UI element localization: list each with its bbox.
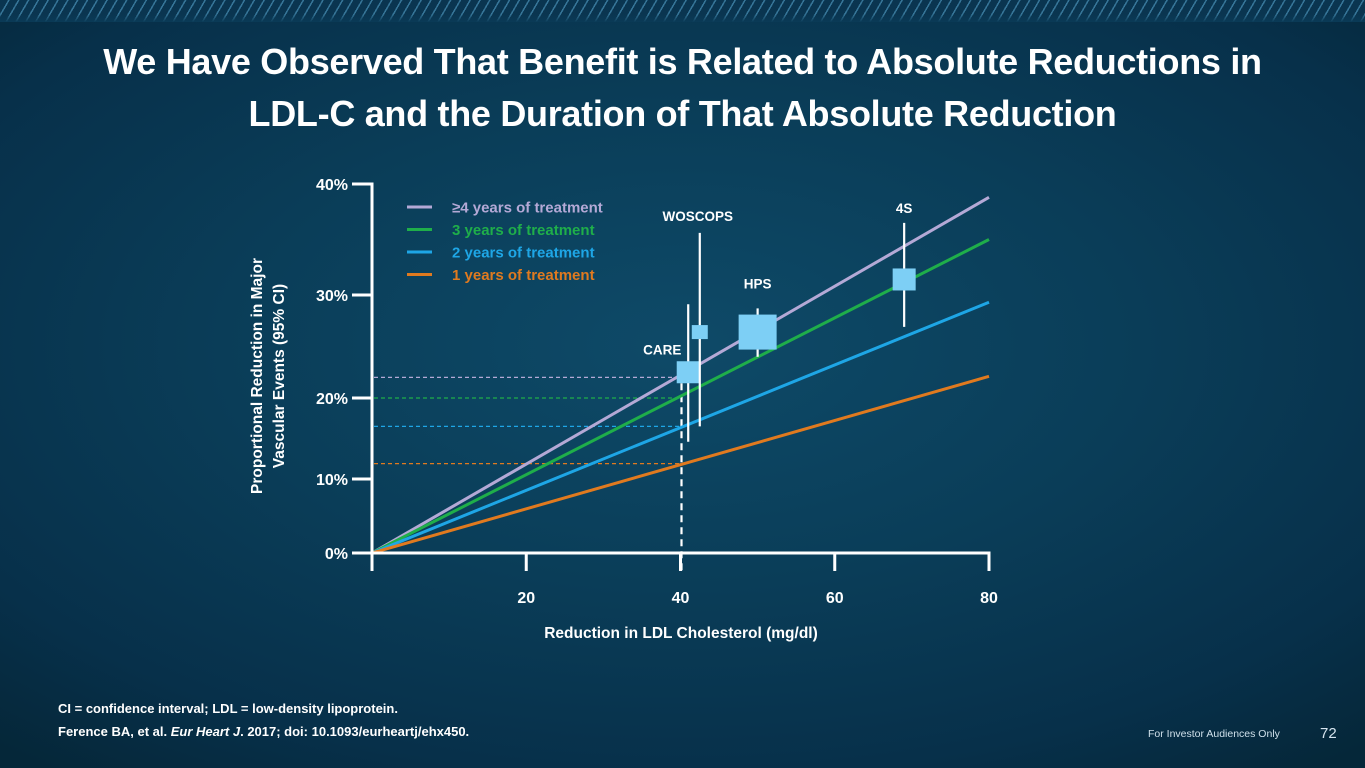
point-estimate-box: [676, 361, 700, 384]
x-tick-label: 80: [980, 590, 998, 607]
slide-title-line2: LDL-C and the Duration of That Absolute …: [248, 93, 1117, 134]
reference-authors: Ference BA, et al.: [58, 724, 171, 739]
reference-details: . 2017; doi: 10.1093/eurheartj/ehx450.: [240, 724, 470, 739]
trial-label: CARE: [643, 342, 681, 357]
trial-hps: HPS: [738, 276, 777, 357]
x-axis-label: Reduction in LDL Cholesterol (mg/dl): [544, 625, 818, 642]
x-tick-label: 20: [517, 590, 535, 607]
series-line: [371, 374, 990, 555]
x-tick-label: 60: [826, 590, 844, 607]
legend-label: 1 years of treatment: [452, 267, 595, 284]
trial-4s: 4S: [892, 201, 916, 327]
trial-label: WOSCOPS: [663, 209, 734, 224]
footnote-abbreviations: CI = confidence interval; LDL = low-dens…: [58, 701, 398, 716]
x-tick-label: 40: [672, 590, 690, 607]
trial-label: HPS: [744, 276, 772, 291]
slide-title-line1: We Have Observed That Benefit is Related…: [103, 41, 1262, 82]
decorative-stripe-band: [0, 0, 1365, 22]
reference-journal: Eur Heart J: [170, 724, 241, 739]
y-tick-label: 30%: [316, 288, 348, 305]
y-ticks: 0% 10% 20% 30% 40%: [316, 177, 372, 563]
investor-disclaimer: For Investor Audiences Only: [1148, 728, 1280, 740]
y-axis-label: Proportional Reduction in Major Vascular…: [249, 258, 288, 494]
y-tick-label: 20%: [316, 391, 348, 408]
y-tick-label: 40%: [316, 177, 348, 194]
x-ticks: 20 40 60 80: [370, 553, 998, 607]
series-line: [371, 300, 990, 555]
y-tick-label: 0%: [325, 546, 348, 563]
footnote-reference: Ference BA, et al. Eur Heart J. 2017; do…: [58, 724, 469, 739]
y-axis-label-line1: Proportional Reduction in Major: [249, 258, 266, 494]
legend-label: 3 years of treatment: [452, 222, 595, 239]
y-tick-label: 10%: [316, 472, 348, 489]
point-estimate-box: [691, 325, 708, 340]
trial-label: 4S: [896, 201, 913, 216]
slide-title: We Have Observed That Benefit is Related…: [40, 36, 1325, 140]
series-line: [371, 238, 990, 555]
point-estimate-box: [892, 268, 916, 291]
legend-label: 2 years of treatment: [452, 245, 595, 262]
trial-markers: CARE WOSCOPS HPS 4S: [643, 201, 916, 442]
trial-woscops: WOSCOPS: [663, 209, 734, 427]
point-estimate-box: [738, 314, 777, 350]
page-number: 72: [1320, 725, 1337, 742]
legend: ≥4 years of treatment 3 years of treatmen…: [407, 200, 603, 284]
reference-dashed-lines: [374, 371, 683, 571]
trial-care: CARE: [643, 304, 700, 442]
y-axis-label-line2: Vascular Events (95% CI): [271, 284, 288, 468]
legend-label: ≥4 years of treatment: [452, 200, 603, 217]
